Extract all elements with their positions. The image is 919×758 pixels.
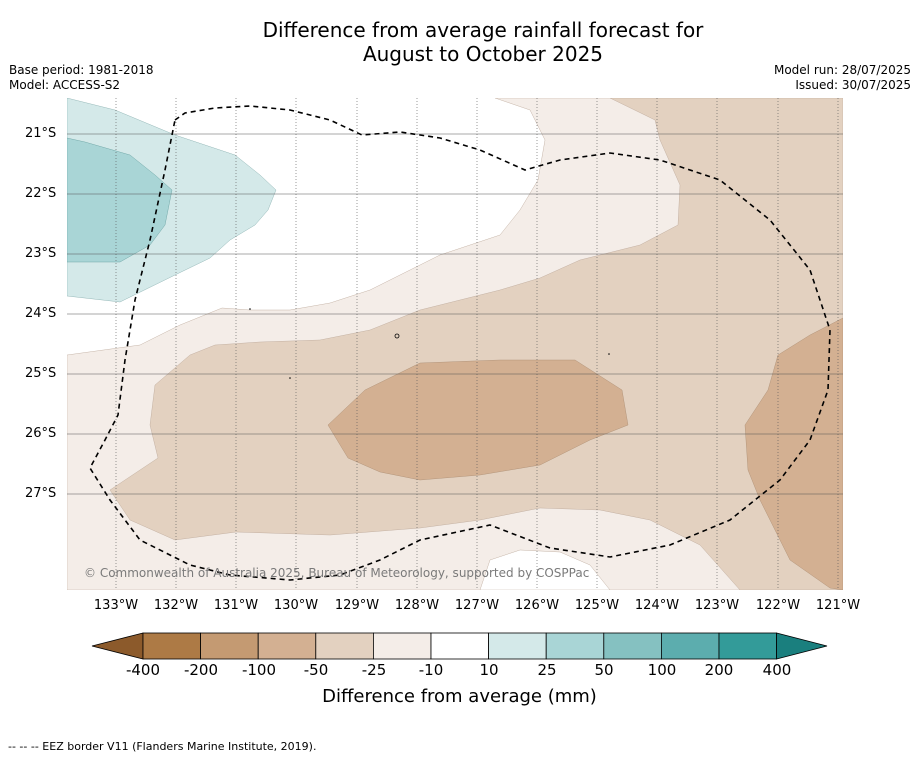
lat-label: 22°S	[25, 186, 57, 201]
island-marker	[249, 308, 251, 310]
colorbar-label: 50	[594, 661, 614, 679]
map-area	[67, 98, 843, 590]
colorbar-label: 200	[704, 661, 734, 679]
lon-label: 131°W	[213, 598, 259, 613]
title-line-1: Difference from average rainfall forecas…	[262, 18, 704, 42]
base-period: Base period: 1981-2018	[9, 63, 154, 77]
lon-label: 126°W	[514, 598, 560, 613]
lon-label: 128°W	[394, 598, 440, 613]
colorbar-swatch	[545, 632, 605, 660]
colorbar-label: -100	[241, 661, 277, 679]
lon-label: 122°W	[755, 598, 801, 613]
lat-label: 21°S	[25, 126, 57, 141]
graticule	[67, 98, 843, 590]
model-name: Model: ACCESS-S2	[9, 78, 121, 92]
colorbar-arrow-high	[776, 632, 828, 660]
colorbar-label: -25	[361, 661, 387, 679]
lon-label: 133°W	[93, 598, 139, 613]
lat-label: 26°S	[25, 426, 57, 441]
lat-label: 27°S	[25, 486, 57, 501]
colorbar-swatch	[603, 632, 662, 660]
lon-label: 123°W	[694, 598, 740, 613]
colorbar-swatch	[200, 632, 259, 660]
contour-white-south	[479, 549, 611, 590]
colorbar-label: 400	[762, 661, 792, 679]
lon-label: 124°W	[634, 598, 680, 613]
island-marker	[608, 353, 610, 355]
lat-label: 25°S	[25, 366, 57, 381]
colorbar-label: -50	[303, 661, 329, 679]
contour-minus-50-central	[327, 359, 629, 481]
colorbar-swatch	[488, 632, 547, 660]
island-marker	[289, 377, 291, 379]
colorbar-label: 25	[537, 661, 557, 679]
lon-label: 129°W	[334, 598, 380, 613]
eez-footnote: -- -- -- EEZ border V11 (Flanders Marine…	[8, 740, 317, 753]
lat-label: 23°S	[25, 246, 57, 261]
colorbar-label: -10	[418, 661, 444, 679]
colorbar-swatch	[142, 632, 201, 660]
colorbar-label: -400	[125, 661, 161, 679]
lon-label: 125°W	[574, 598, 620, 613]
title-line-2: August to October 2025	[362, 42, 604, 66]
meta-right: Model run: 28/07/2025 Issued: 30/07/2025	[774, 63, 911, 93]
colorbar-swatch	[661, 632, 720, 660]
lon-label: 132°W	[153, 598, 199, 613]
colorbar-swatch	[257, 632, 317, 660]
colorbar-label: 10	[479, 661, 499, 679]
colorbar-swatch	[372, 632, 432, 660]
colorbar-swatch	[430, 632, 489, 660]
colorbar-swatch	[718, 632, 777, 660]
map-title: Difference from average rainfall forecas…	[0, 18, 919, 66]
island-marker	[394, 333, 400, 339]
contour-minus-50-east	[744, 317, 843, 590]
lon-label: 127°W	[454, 598, 500, 613]
issued-date: Issued: 30/07/2025	[795, 78, 911, 92]
colorbar-label: 100	[647, 661, 677, 679]
contour-plus-25	[67, 137, 173, 263]
colorbar-title: Difference from average (mm)	[322, 686, 597, 707]
model-run: Model run: 28/07/2025	[773, 63, 911, 77]
colorbar-arrow-low	[91, 632, 144, 660]
eez-border	[89, 105, 831, 581]
lon-label: 130°W	[273, 598, 319, 613]
colorbar-swatch	[315, 632, 374, 660]
lat-label: 24°S	[25, 306, 57, 321]
copyright-notice: © Commonwealth of Australia 2025, Bureau…	[84, 566, 590, 580]
colorbar-label: -200	[183, 661, 219, 679]
meta-left: Base period: 1981-2018 Model: ACCESS-S2	[9, 63, 154, 93]
contour-minus-25	[109, 98, 843, 590]
colorbar	[91, 632, 828, 660]
lon-label: 121°W	[815, 598, 861, 613]
